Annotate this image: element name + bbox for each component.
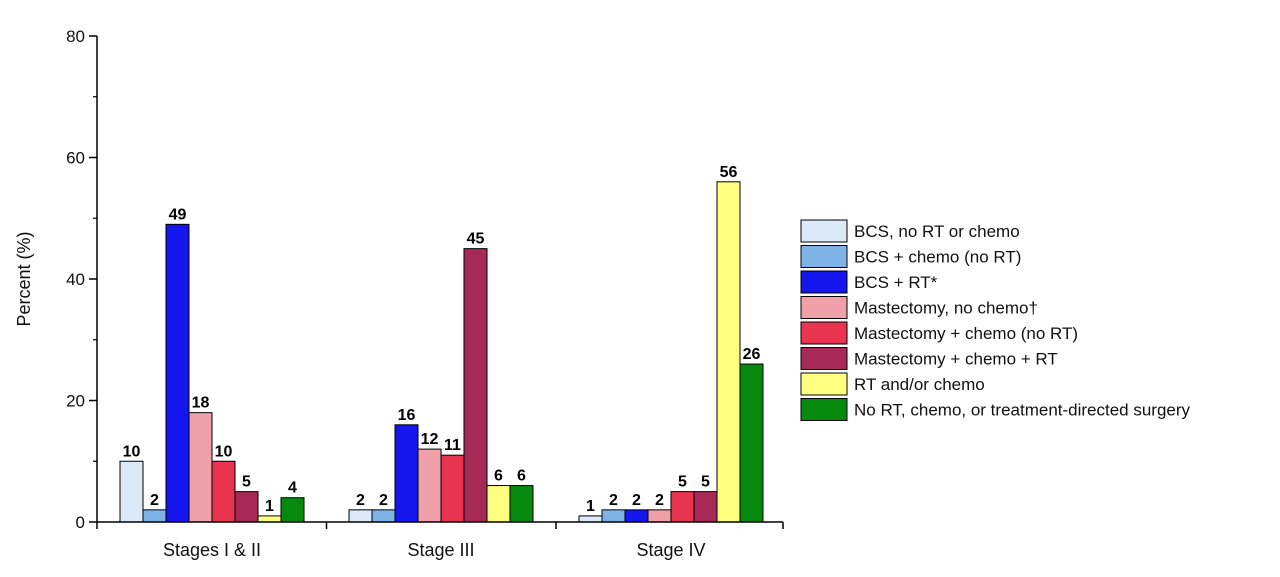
legend-swatch bbox=[800, 296, 848, 319]
bar-data-label: 10 bbox=[123, 443, 141, 460]
bar bbox=[165, 223, 190, 523]
legend-label: Mastectomy + chemo + RT bbox=[854, 350, 1058, 369]
y-axis-title: Percent (%) bbox=[14, 231, 34, 326]
bar bbox=[417, 448, 442, 523]
legend-label: RT and/or chemo bbox=[854, 375, 985, 394]
bar bbox=[486, 485, 511, 523]
bar bbox=[280, 497, 305, 523]
legend-label: BCS + chemo (no RT) bbox=[854, 248, 1021, 267]
bar-data-label: 1 bbox=[265, 498, 274, 515]
bar bbox=[188, 412, 213, 523]
bar bbox=[440, 454, 465, 523]
bar bbox=[509, 485, 534, 523]
legend-swatch bbox=[800, 219, 848, 243]
bar-data-label: 26 bbox=[743, 346, 761, 363]
legend-swatch bbox=[800, 321, 848, 345]
bar bbox=[578, 515, 603, 523]
x-category-label: Stage IV bbox=[636, 540, 705, 560]
y-tick-label: 40 bbox=[66, 270, 85, 289]
y-tick-label: 60 bbox=[66, 149, 85, 168]
bar-data-label: 12 bbox=[421, 431, 439, 448]
bar-data-label: 1 bbox=[586, 498, 595, 515]
bar bbox=[463, 248, 488, 523]
bar-data-label: 49 bbox=[169, 206, 187, 223]
bar-data-label: 10 bbox=[215, 443, 233, 460]
bar-data-label: 45 bbox=[467, 231, 485, 248]
bar bbox=[394, 424, 419, 523]
bar-data-label: 2 bbox=[379, 492, 388, 509]
bar-data-label: 5 bbox=[242, 474, 251, 491]
bar bbox=[693, 491, 718, 523]
bar-data-label: 2 bbox=[609, 492, 618, 509]
bar bbox=[601, 509, 626, 523]
bar-data-label: 2 bbox=[655, 492, 664, 509]
bar bbox=[119, 460, 144, 523]
bar bbox=[371, 509, 396, 523]
x-category-label: Stages I & II bbox=[163, 540, 261, 560]
bar-data-label: 18 bbox=[192, 395, 210, 412]
legend-swatch bbox=[800, 398, 848, 421]
bar bbox=[670, 491, 695, 523]
bar bbox=[647, 509, 672, 523]
bar bbox=[624, 509, 649, 523]
legend: BCS, no RT or chemo BCS + chemo (no RT) BC… bbox=[800, 219, 1191, 421]
bar bbox=[257, 515, 282, 523]
x-category-label: Stage III bbox=[407, 540, 474, 560]
y-tick-label: 20 bbox=[66, 392, 85, 411]
legend-swatch bbox=[800, 372, 848, 396]
bar bbox=[348, 509, 373, 523]
y-tick-label: 0 bbox=[76, 513, 85, 532]
bar bbox=[739, 363, 764, 523]
bar bbox=[234, 491, 259, 523]
bars-layer bbox=[119, 181, 764, 523]
legend-label: BCS + RT* bbox=[854, 273, 938, 292]
bar-data-label: 2 bbox=[150, 492, 159, 509]
bar-data-label: 16 bbox=[398, 407, 416, 424]
bar-data-label: 5 bbox=[678, 474, 687, 491]
x-category-labels: Stages I & II Stage III Stage IV bbox=[96, 522, 784, 560]
bar-data-label: 6 bbox=[517, 468, 526, 485]
bar-data-label: 6 bbox=[494, 468, 503, 485]
legend-label: No RT, chemo, or treatment-directed surg… bbox=[854, 401, 1191, 420]
bar bbox=[716, 181, 741, 523]
legend-swatch bbox=[800, 347, 848, 370]
legend-label: Mastectomy + chemo (no RT) bbox=[854, 324, 1078, 343]
legend-label: Mastectomy, no chemo† bbox=[854, 299, 1038, 318]
bar-data-label: 2 bbox=[632, 492, 641, 509]
bar-data-label: 5 bbox=[701, 474, 710, 491]
bar bbox=[211, 460, 236, 523]
bar-data-label: 4 bbox=[288, 480, 297, 497]
bar-data-label: 11 bbox=[444, 437, 461, 454]
y-ticks: 0 20 40 60 80 bbox=[66, 27, 97, 532]
legend-swatch bbox=[800, 270, 848, 294]
bar-data-label: 56 bbox=[720, 164, 738, 181]
y-tick-label: 80 bbox=[66, 27, 85, 46]
bar-data-label: 2 bbox=[356, 492, 365, 509]
legend-label: BCS, no RT or chemo bbox=[854, 222, 1020, 241]
bar bbox=[142, 509, 167, 523]
legend-swatch bbox=[800, 245, 848, 268]
